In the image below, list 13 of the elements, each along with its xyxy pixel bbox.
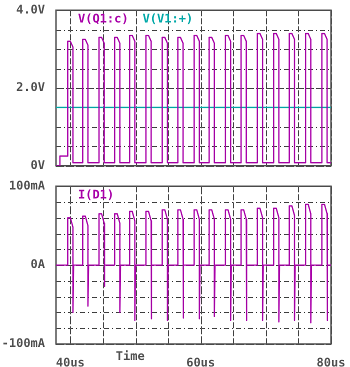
- x-tick-label: 40us: [56, 355, 85, 367]
- series-label: V(Q1:c): [78, 11, 129, 26]
- x-tick-label: 60us: [186, 355, 216, 367]
- y-tick-label: 0A: [30, 257, 46, 272]
- x-axis-title: Time: [116, 349, 145, 364]
- x-tick-label: 80us: [316, 355, 346, 367]
- text: V(V1:+): [142, 11, 194, 26]
- y-tick-label: 4.0V: [16, 2, 45, 16]
- y-tick-label: 100mA: [8, 178, 46, 192]
- y-tick-label: 2.0V: [16, 80, 45, 94]
- y-tick-label: -100mA: [2, 336, 46, 350]
- y-tick-label: 0V: [30, 158, 45, 172]
- series-label: I(D1): [78, 187, 114, 202]
